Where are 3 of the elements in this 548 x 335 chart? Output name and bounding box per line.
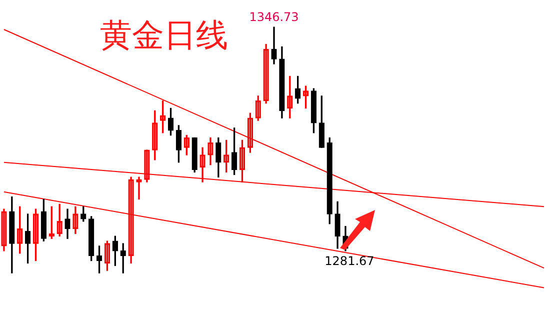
annotation: 1346.73 <box>249 10 299 24</box>
chart-title: 黄金日线 <box>100 15 228 56</box>
annotation: 1281.67 <box>324 254 374 268</box>
